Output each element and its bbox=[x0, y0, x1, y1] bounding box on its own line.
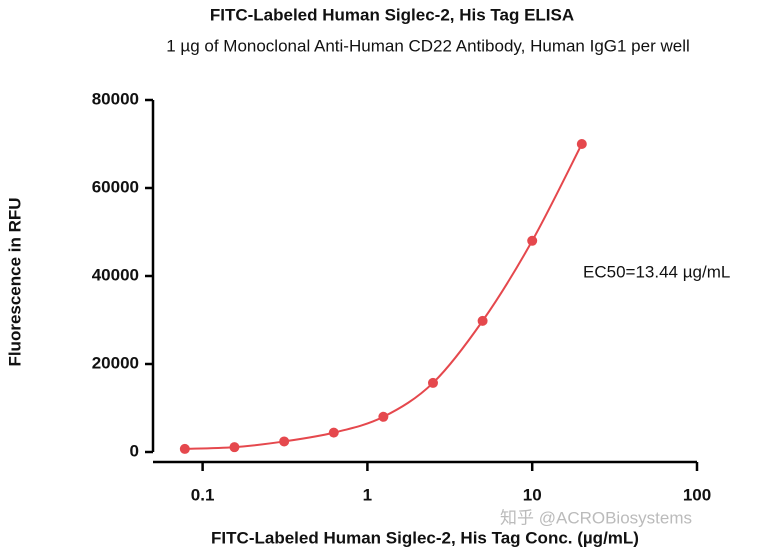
data-point bbox=[279, 436, 290, 447]
x-tick-label: 0.1 bbox=[191, 485, 215, 504]
data-point bbox=[527, 235, 538, 246]
y-tick-label: 0 bbox=[130, 441, 139, 460]
data-point bbox=[378, 411, 389, 422]
chart-title: FITC-Labeled Human Siglec-2, His Tag ELI… bbox=[210, 5, 574, 24]
x-axis-label: FITC-Labeled Human Siglec-2, His Tag Con… bbox=[211, 528, 639, 547]
data-point bbox=[179, 443, 190, 454]
data-point bbox=[328, 427, 339, 438]
y-tick-label: 80000 bbox=[92, 89, 139, 108]
chart-subtitle: 1 µg of Monoclonal Anti-Human CD22 Antib… bbox=[166, 36, 690, 55]
data-point bbox=[477, 315, 488, 326]
data-point bbox=[576, 139, 587, 149]
x-tick-label: 10 bbox=[523, 485, 542, 504]
fit-curve bbox=[184, 143, 583, 450]
x-tick-label: 100 bbox=[683, 485, 711, 504]
data-point bbox=[229, 442, 240, 453]
y-tick-label: 60000 bbox=[92, 177, 139, 196]
y-tick-label: 40000 bbox=[92, 265, 139, 284]
y-tick-label: 20000 bbox=[92, 353, 139, 372]
y-axis-label: Fluorescence in RFU bbox=[5, 197, 24, 366]
data-point bbox=[427, 377, 438, 388]
watermark: 知乎 @ACROBiosystems bbox=[500, 508, 692, 527]
annotation: EC50=13.44 µg/mL bbox=[583, 262, 730, 281]
x-tick-label: 1 bbox=[363, 485, 372, 504]
